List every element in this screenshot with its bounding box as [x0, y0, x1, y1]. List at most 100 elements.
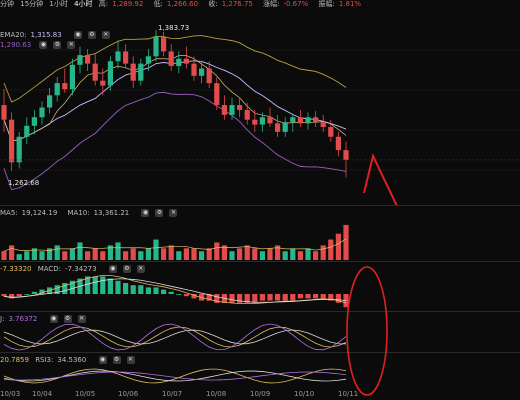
settings-icon[interactable]: ⚙: [155, 209, 164, 217]
close-icon[interactable]: ✕: [136, 265, 145, 273]
candle-body: [328, 127, 334, 137]
volume-bar: [54, 245, 60, 260]
macd-histogram-bar: [237, 294, 243, 303]
macd-histogram-bar: [282, 294, 288, 301]
candle-body: [335, 136, 341, 151]
close-value: 1,276.75: [221, 0, 253, 8]
period-tab-1h[interactable]: 1小时: [49, 0, 68, 8]
candle-chart[interactable]: [0, 10, 520, 205]
candle-body: [130, 63, 136, 81]
macd-histogram-bar: [39, 289, 45, 294]
macd-histogram-bar: [267, 294, 273, 301]
volume-bar: [62, 251, 68, 260]
settings-icon[interactable]: ⚙: [63, 315, 72, 323]
candle-body: [69, 64, 75, 90]
settings-icon[interactable]: ⚙: [87, 31, 96, 39]
volume-bar: [39, 251, 45, 260]
volume-bar: [290, 248, 296, 260]
settings-icon[interactable]: ⚙: [122, 265, 131, 273]
close-icon[interactable]: ✕: [126, 356, 135, 364]
ema20-line: [3, 60, 347, 142]
candle-body: [153, 36, 159, 57]
macd-histogram-bar: [343, 294, 349, 308]
eye-icon[interactable]: ◉: [98, 356, 107, 364]
kdj-k-line: [3, 326, 347, 348]
macd-dea-line: [3, 278, 347, 303]
macd-histogram-bar: [183, 294, 189, 297]
ema20-value: 1,315.83: [30, 31, 62, 39]
close-icon[interactable]: ✕: [169, 209, 178, 217]
macd-histogram-bar: [229, 294, 235, 303]
x-axis: 10/03 10/04 10/05 10/06 10/07 10/08 10/0…: [0, 388, 520, 400]
candle-body: [244, 109, 250, 120]
macd-histogram-bar: [24, 294, 30, 295]
volume-bar: [69, 248, 75, 260]
macd-histogram-bar: [115, 280, 121, 294]
candle-body: [176, 58, 182, 67]
eye-icon[interactable]: ◉: [108, 265, 117, 273]
volume-bar: [168, 245, 174, 260]
settings-icon[interactable]: ⚙: [112, 356, 121, 364]
period-tab-15min[interactable]: 15分钟: [20, 0, 44, 8]
x-tick: 10/09: [250, 390, 271, 398]
volume-bar: [161, 248, 167, 260]
close-icon[interactable]: ✕: [101, 31, 110, 39]
candle-body: [1, 105, 7, 120]
volume-bar: [275, 245, 281, 260]
candle-body: [237, 105, 243, 110]
candle-body: [191, 63, 197, 76]
eye-icon[interactable]: ◉: [39, 41, 48, 49]
eye-icon[interactable]: ◉: [73, 31, 82, 39]
eye-icon[interactable]: ◉: [141, 209, 150, 217]
volume-bar: [130, 248, 136, 260]
volume-bar: [24, 251, 30, 260]
x-tick: 10/07: [162, 390, 183, 398]
candle-body: [320, 122, 326, 127]
macd-histogram-bar: [92, 276, 98, 294]
macd-histogram-bar: [252, 294, 258, 303]
low-label: 低: 1,266.60: [153, 0, 199, 8]
x-tick: 10/11: [338, 390, 359, 398]
rsi-canvas: [3, 368, 347, 384]
volume-bar: [47, 248, 53, 260]
change-label: 涨幅: -0.67%: [263, 0, 309, 8]
settings-icon[interactable]: ⚙: [53, 41, 62, 49]
period-tab-4h[interactable]: 4小时: [74, 0, 93, 8]
eye-icon[interactable]: ◉: [49, 315, 58, 323]
macd-histogram-bar: [100, 276, 106, 294]
candle-body: [24, 125, 30, 137]
close-icon[interactable]: ✕: [67, 41, 76, 49]
candle-body: [107, 61, 113, 86]
close-label: 收: 1,276.75: [208, 0, 253, 8]
ema20-label: EMA20: 1,315.83: [0, 31, 62, 39]
macd-panel: [0, 272, 520, 310]
volume-ma-line: [3, 238, 347, 252]
macd-histogram-bar: [297, 294, 303, 299]
volume-bar: [237, 248, 243, 260]
candle-chart-canvas[interactable]: [0, 10, 520, 205]
macd-histogram-bar: [107, 278, 113, 294]
min-price-label: 1,262.68: [8, 179, 40, 188]
kdj-legend: J: 3.76372 ◉ ⚙ ✕: [0, 315, 86, 323]
change-value: -0.67%: [283, 0, 309, 8]
candle-body: [229, 105, 235, 115]
volume-panel: [0, 218, 520, 260]
period-tab-min[interactable]: 分钟: [0, 0, 14, 8]
volume-bar: [252, 248, 258, 260]
macd-histogram-bar: [130, 285, 136, 294]
volume-bar: [214, 242, 220, 260]
macd-value: -7.34273: [65, 265, 97, 273]
volume-bar: [199, 251, 205, 260]
volume-bar: [191, 248, 197, 260]
candle-body: [267, 117, 273, 124]
macd-canvas: [1, 275, 349, 308]
volume-bar: [343, 224, 349, 260]
high-value: 1,289.92: [112, 0, 144, 8]
macd-histogram-bar: [168, 291, 174, 294]
bollinger-lower-line: [3, 91, 347, 191]
macd-histogram-bar: [305, 294, 311, 299]
bollinger-upper-line: [3, 35, 347, 103]
candle-body: [92, 63, 98, 81]
close-icon[interactable]: ✕: [77, 315, 86, 323]
amplitude-value: 1.81%: [338, 0, 362, 8]
